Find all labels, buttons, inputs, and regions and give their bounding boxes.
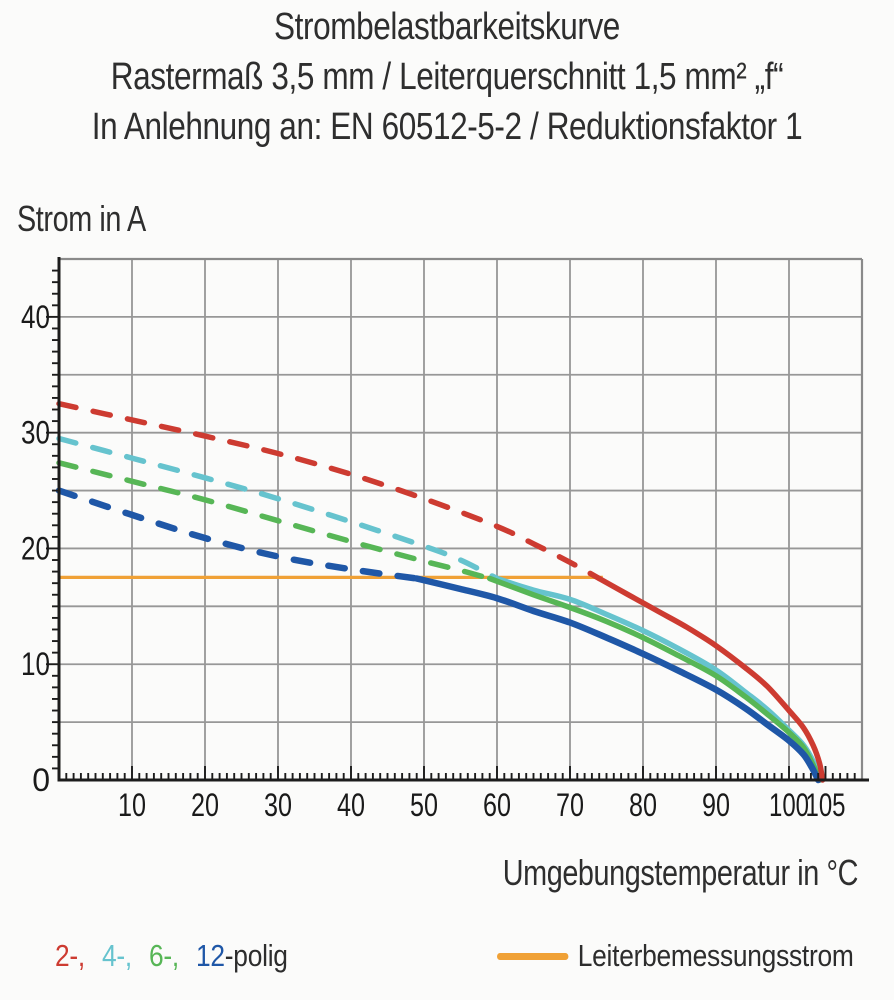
svg-text:100: 100 [769, 787, 809, 823]
svg-text:40: 40 [337, 787, 365, 823]
legend-pole-items: 2-, 4-, 6-, 12 [55, 938, 225, 973]
curve-6-polig-dashed [56, 460, 493, 582]
y-tick-labels: 0 10 20 30 40 [21, 299, 50, 798]
legend-item-6-polig: 6-, [148, 938, 179, 973]
axes [57, 257, 869, 782]
y-axis-title: Strom in A [17, 198, 146, 239]
rated-current-label: Leiterbemessungsstrom [577, 938, 854, 973]
curve-2-polig-dashed [56, 400, 602, 582]
curve-2-polig-solid [596, 575, 826, 783]
title-line-2: Rastermaß 3,5 mm / Leiterquerschnitt 1,5… [110, 56, 784, 98]
curve-12-polig-dashed [55, 487, 420, 582]
svg-text:10: 10 [118, 787, 146, 823]
x-axis-title: Umgebungstemperatur in °C [502, 852, 859, 893]
gridlines [59, 259, 862, 780]
svg-text:105: 105 [806, 787, 846, 823]
series-curves [55, 400, 826, 784]
axis-ticks [46, 269, 856, 780]
rated-current-line-swatch [497, 952, 569, 960]
svg-text:50: 50 [410, 787, 438, 823]
curve-12-polig-solid [413, 575, 822, 784]
legend-item-12-polig: 12 [195, 938, 225, 973]
svg-text:60: 60 [483, 787, 511, 823]
svg-text:30: 30 [21, 415, 50, 451]
legend-item-2-polig: 2-, [55, 938, 85, 973]
svg-text:90: 90 [702, 787, 730, 823]
svg-text:80: 80 [629, 787, 657, 823]
legend-item-4-polig: 4-, [101, 938, 132, 973]
title-line-1: Strombelastbarkeitskurve [274, 6, 620, 48]
legend-suffix: -polig [224, 938, 288, 973]
svg-text:0: 0 [32, 762, 50, 798]
curve-4-polig-dashed [56, 435, 500, 582]
title-line-3: In Anlehnung an: EN 60512-5-2 / Reduktio… [91, 106, 803, 148]
legend-rated-current: Leiterbemessungsstrom [497, 938, 854, 974]
svg-text:40: 40 [21, 299, 50, 335]
legend-poles: 2-, 4-, 6-, 12-polig [55, 938, 288, 974]
svg-text:20: 20 [21, 530, 50, 566]
svg-text:10: 10 [21, 646, 50, 682]
chart-frame [58, 257, 864, 781]
curve-6-polig-solid [486, 575, 823, 783]
svg-text:20: 20 [191, 787, 219, 823]
chart-title: Strombelastbarkeitskurve Rastermaß 3,5 m… [0, 2, 894, 152]
svg-text:30: 30 [264, 787, 292, 823]
svg-text:70: 70 [556, 787, 584, 823]
